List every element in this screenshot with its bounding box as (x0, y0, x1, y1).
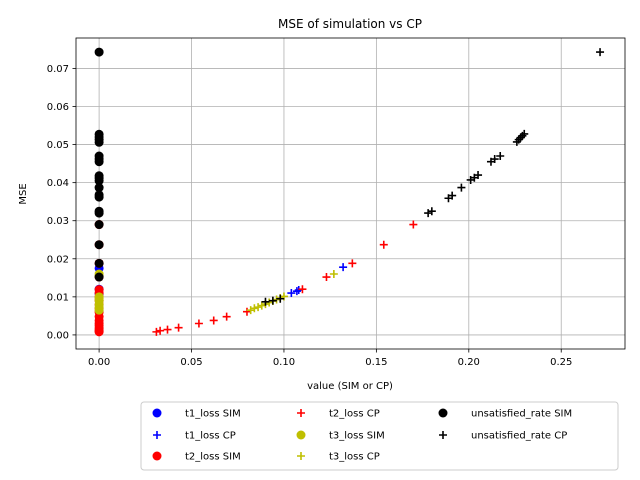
y-tick-label: 0.01 (47, 292, 69, 303)
legend-marker-t3-loss-sim (296, 430, 306, 440)
x-axis-ticks: 0.00 0.05 0.10 0.15 0.20 0.25 (88, 349, 572, 368)
chart-title: MSE of simulation vs CP (278, 17, 422, 31)
point-t2-loss-cp (348, 259, 357, 268)
point-t2-loss-cp (298, 285, 307, 294)
point-unsatisfied-rate-cp (276, 294, 285, 303)
point-t2-loss-cp (209, 316, 218, 325)
point-t2-loss-cp (174, 323, 183, 332)
point-t1-loss-cp (339, 263, 348, 272)
y-tick-label: 0.00 (47, 330, 69, 341)
legend-label-t2-loss-cp: t2_loss CP (329, 409, 380, 420)
legend-label-t1-loss-cp: t1_loss CP (185, 431, 236, 442)
point-unsatisfied-rate-sim (94, 157, 104, 167)
y-axis-label: MSE (18, 183, 29, 204)
point-t3-loss-sim (94, 305, 104, 315)
point-t2-loss-cp (322, 273, 331, 282)
point-t1-loss-cp (292, 287, 301, 296)
legend-label-t3-loss-sim: t3_loss SIM (329, 431, 385, 442)
x-tick-label: 0.00 (88, 357, 110, 368)
point-t2-loss-cp (242, 307, 251, 316)
legend-frame (140, 401, 619, 471)
y-tick-label: 0.06 (47, 102, 69, 113)
point-t2-loss-cp (152, 327, 161, 336)
point-unsatisfied-rate-cp (268, 296, 277, 305)
y-tick-label: 0.05 (47, 140, 69, 151)
point-unsatisfied-rate-sim (94, 176, 104, 186)
point-unsatisfied-rate-cp (261, 297, 270, 306)
point-t3-loss-cp (250, 304, 259, 313)
legend: t1_loss SIM t1_loss CP t2_loss SIM t2_loss … (140, 401, 619, 471)
point-unsatisfied-rate-cp (596, 48, 605, 57)
point-t1-loss-cp (287, 289, 296, 298)
legend-marker-t2-loss-sim (152, 451, 162, 461)
point-unsatisfied-rate-sim (94, 272, 104, 282)
point-unsatisfied-rate-cp (444, 194, 453, 203)
point-unsatisfied-rate-sim (94, 192, 104, 202)
x-axis-label: value (SIM or CP) (307, 381, 393, 392)
point-unsatisfied-rate-sim (94, 47, 104, 57)
point-t2-loss-cp (222, 312, 231, 321)
legend-label-t3-loss-cp: t3_loss CP (329, 452, 380, 463)
point-unsatisfied-rate-cp (424, 209, 433, 218)
legend-marker-t3-loss-cp (297, 452, 305, 460)
point-unsatisfied-rate-sim (94, 137, 104, 147)
x-tick-label: 0.15 (365, 357, 387, 368)
point-t2-loss-cp (409, 220, 418, 229)
legend-marker-t2-loss-cp (297, 409, 305, 417)
legend-marker-t1-loss-cp (153, 431, 161, 439)
point-t3-loss-cp (254, 303, 263, 312)
point-unsatisfied-rate-cp (486, 157, 495, 166)
x-tick-label: 0.05 (180, 357, 202, 368)
point-t2-loss-cp (163, 325, 172, 334)
point-unsatisfied-rate-sim (94, 208, 104, 218)
y-tick-label: 0.04 (47, 178, 69, 189)
y-tick-label: 0.03 (47, 216, 69, 227)
point-unsatisfied-rate-sim (94, 258, 104, 268)
legend-marker-unsatisfied-rate-cp (439, 431, 447, 439)
x-tick-label: 0.25 (550, 357, 572, 368)
legend-label-unsatisfied-rate-cp: unsatisfied_rate CP (471, 431, 567, 442)
point-unsatisfied-rate-cp (466, 175, 475, 184)
plot-frame (75, 37, 626, 350)
point-unsatisfied-rate-cp (496, 152, 505, 161)
point-t3-loss-cp (257, 301, 266, 310)
y-tick-label: 0.02 (47, 254, 69, 265)
legend-label-unsatisfied-rate-sim: unsatisfied_rate SIM (471, 409, 572, 420)
point-unsatisfied-rate-sim (94, 220, 104, 230)
plot-marks (94, 47, 605, 337)
x-tick-label: 0.20 (458, 357, 480, 368)
point-unsatisfied-rate-cp (457, 183, 466, 192)
point-unsatisfied-rate-cp (512, 137, 521, 146)
legend-label-t1-loss-sim: t1_loss SIM (185, 409, 241, 420)
point-t2-loss-cp (194, 319, 203, 328)
point-unsatisfied-rate-sim (94, 240, 104, 250)
point-t2-loss-cp (379, 240, 388, 249)
legend-marker-unsatisfied-rate-sim (438, 408, 448, 418)
y-axis-ticks: 0.00 0.01 0.02 0.03 0.04 0.05 0.06 0.07 (47, 64, 76, 341)
point-unsatisfied-rate-sim (94, 183, 104, 193)
point-t2-loss-sim (94, 327, 104, 337)
grid (76, 38, 625, 349)
y-tick-label: 0.07 (47, 64, 69, 75)
legend-label-t2-loss-sim: t2_loss SIM (185, 452, 241, 463)
point-t2-loss-cp (156, 326, 165, 335)
legend-marker-t1-loss-sim (152, 408, 162, 418)
point-t3-loss-cp (329, 270, 338, 279)
x-tick-label: 0.10 (273, 357, 295, 368)
